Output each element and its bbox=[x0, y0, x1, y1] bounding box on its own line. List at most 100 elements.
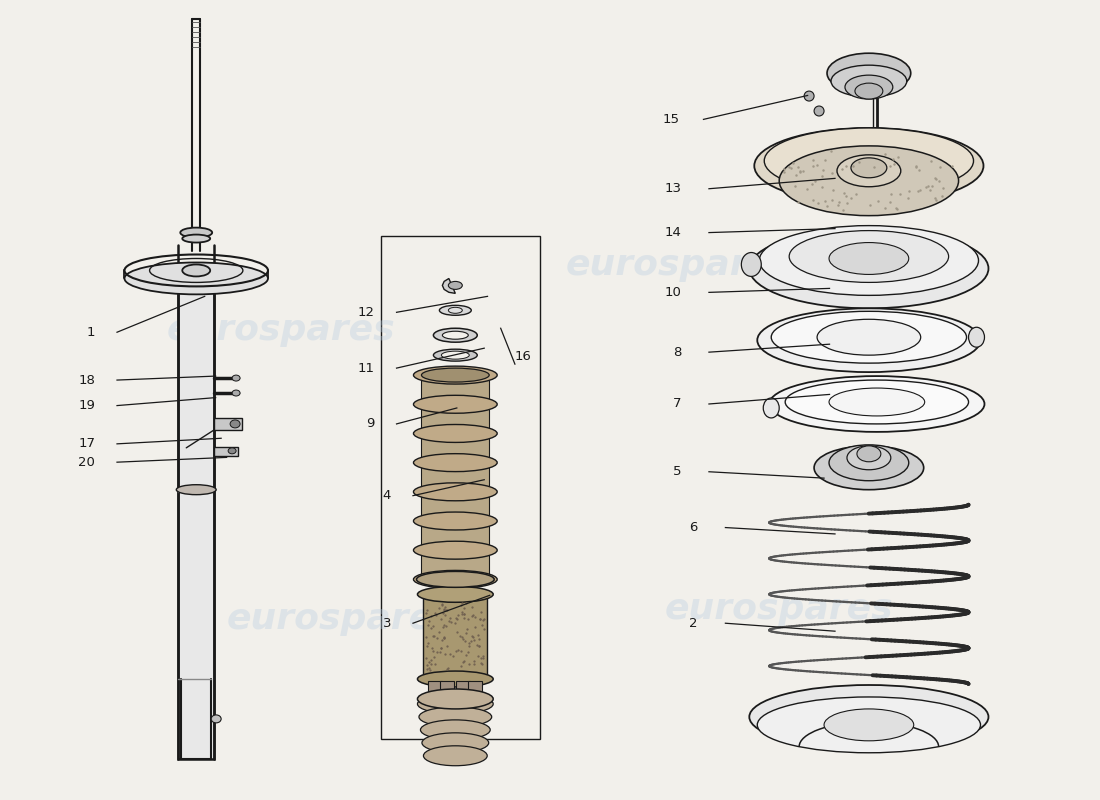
Ellipse shape bbox=[771, 311, 967, 363]
Ellipse shape bbox=[417, 571, 494, 587]
Ellipse shape bbox=[757, 308, 980, 372]
Text: 13: 13 bbox=[664, 182, 682, 195]
Text: 19: 19 bbox=[78, 399, 95, 412]
Ellipse shape bbox=[824, 709, 914, 741]
Ellipse shape bbox=[763, 398, 779, 418]
Ellipse shape bbox=[741, 253, 761, 277]
Text: 16: 16 bbox=[515, 350, 531, 362]
Ellipse shape bbox=[232, 375, 240, 381]
Text: 6: 6 bbox=[690, 521, 698, 534]
Ellipse shape bbox=[829, 242, 909, 274]
Ellipse shape bbox=[183, 265, 210, 277]
Ellipse shape bbox=[414, 425, 497, 442]
Text: 18: 18 bbox=[78, 374, 95, 386]
Ellipse shape bbox=[817, 319, 921, 355]
Text: 7: 7 bbox=[673, 398, 682, 410]
Bar bbox=[214, 418, 242, 430]
Ellipse shape bbox=[414, 542, 497, 559]
Text: 10: 10 bbox=[664, 286, 682, 299]
Bar bbox=[381, 235, 540, 739]
Ellipse shape bbox=[414, 570, 497, 588]
Ellipse shape bbox=[124, 262, 268, 294]
Bar bbox=[178, 278, 215, 758]
Ellipse shape bbox=[433, 328, 477, 342]
Bar bbox=[424, 594, 487, 679]
Ellipse shape bbox=[433, 349, 477, 361]
Bar bbox=[421, 375, 490, 579]
Ellipse shape bbox=[228, 448, 236, 454]
Ellipse shape bbox=[232, 390, 240, 396]
Ellipse shape bbox=[749, 685, 989, 749]
Text: 15: 15 bbox=[662, 113, 680, 126]
Ellipse shape bbox=[180, 228, 212, 238]
Text: 14: 14 bbox=[664, 226, 682, 239]
Ellipse shape bbox=[764, 128, 974, 194]
Ellipse shape bbox=[418, 689, 493, 709]
Ellipse shape bbox=[176, 485, 217, 494]
Ellipse shape bbox=[814, 106, 824, 116]
Ellipse shape bbox=[757, 697, 980, 753]
Ellipse shape bbox=[439, 306, 471, 315]
Ellipse shape bbox=[837, 155, 901, 186]
Ellipse shape bbox=[845, 75, 893, 99]
Text: 1: 1 bbox=[87, 326, 95, 338]
Ellipse shape bbox=[418, 694, 493, 714]
Text: eurospares: eurospares bbox=[227, 602, 455, 636]
Ellipse shape bbox=[419, 707, 492, 727]
Ellipse shape bbox=[779, 146, 958, 216]
Ellipse shape bbox=[755, 128, 983, 204]
Ellipse shape bbox=[769, 376, 984, 432]
Bar bbox=[440, 681, 454, 699]
Text: 5: 5 bbox=[673, 466, 682, 478]
Ellipse shape bbox=[441, 351, 470, 359]
Ellipse shape bbox=[789, 230, 948, 282]
Ellipse shape bbox=[449, 282, 462, 290]
Ellipse shape bbox=[414, 395, 497, 414]
Ellipse shape bbox=[847, 446, 891, 470]
Text: 3: 3 bbox=[383, 617, 392, 630]
Ellipse shape bbox=[827, 54, 911, 93]
Ellipse shape bbox=[857, 446, 881, 462]
Text: 20: 20 bbox=[78, 456, 95, 469]
Ellipse shape bbox=[804, 91, 814, 101]
Text: eurospares: eurospares bbox=[565, 249, 794, 282]
Ellipse shape bbox=[414, 366, 497, 384]
Ellipse shape bbox=[814, 446, 924, 490]
Text: 12: 12 bbox=[358, 306, 375, 319]
Ellipse shape bbox=[183, 234, 210, 242]
Ellipse shape bbox=[420, 720, 491, 740]
Ellipse shape bbox=[211, 715, 221, 723]
Ellipse shape bbox=[759, 226, 979, 295]
Polygon shape bbox=[442, 278, 455, 294]
Text: 17: 17 bbox=[78, 438, 95, 450]
Ellipse shape bbox=[414, 483, 497, 501]
Ellipse shape bbox=[418, 586, 493, 602]
Ellipse shape bbox=[829, 445, 909, 481]
Ellipse shape bbox=[421, 368, 490, 382]
Ellipse shape bbox=[414, 454, 497, 472]
Text: 4: 4 bbox=[383, 489, 392, 502]
Ellipse shape bbox=[851, 158, 887, 178]
Text: 9: 9 bbox=[366, 418, 375, 430]
Bar bbox=[428, 681, 442, 699]
Ellipse shape bbox=[749, 229, 989, 308]
Ellipse shape bbox=[855, 83, 883, 99]
Ellipse shape bbox=[230, 420, 240, 428]
Ellipse shape bbox=[830, 65, 906, 97]
Text: eurospares: eurospares bbox=[664, 592, 893, 626]
Ellipse shape bbox=[418, 671, 493, 687]
Ellipse shape bbox=[424, 746, 487, 766]
Ellipse shape bbox=[785, 380, 968, 424]
Text: 8: 8 bbox=[673, 346, 682, 358]
Text: 2: 2 bbox=[690, 617, 698, 630]
Ellipse shape bbox=[422, 733, 488, 753]
Text: eurospares: eurospares bbox=[166, 314, 395, 347]
Ellipse shape bbox=[829, 388, 925, 416]
Bar bbox=[214, 447, 238, 456]
Ellipse shape bbox=[414, 512, 497, 530]
Ellipse shape bbox=[968, 327, 984, 347]
Text: 11: 11 bbox=[358, 362, 375, 374]
Bar bbox=[469, 681, 482, 699]
Ellipse shape bbox=[449, 307, 462, 314]
Ellipse shape bbox=[442, 331, 469, 339]
